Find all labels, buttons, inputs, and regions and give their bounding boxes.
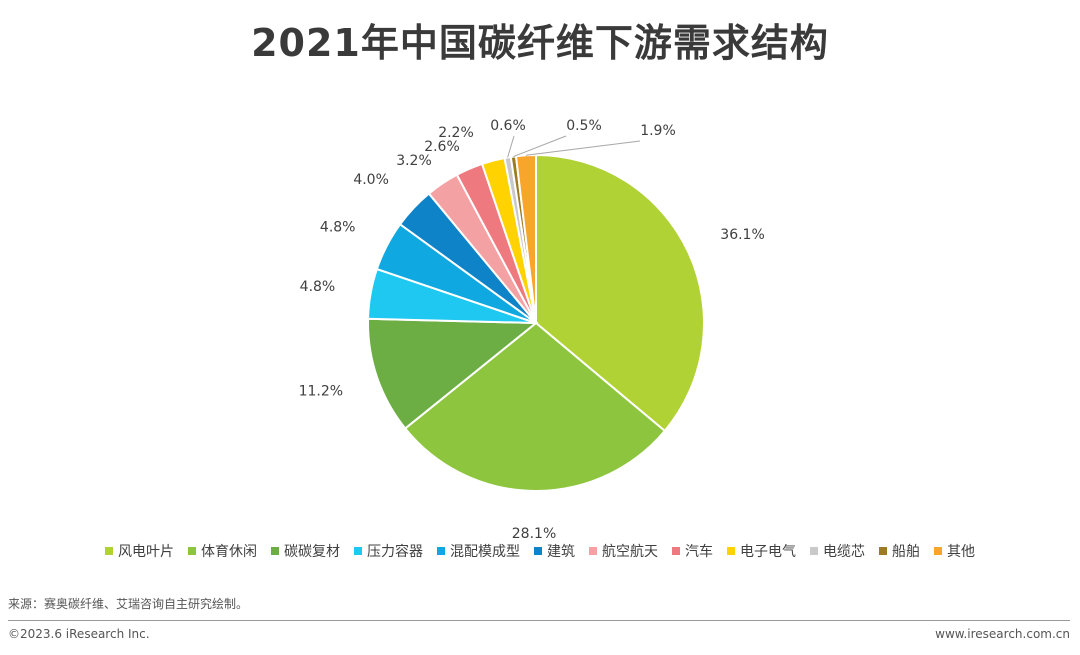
data-label-12: 1.9% [640,123,676,139]
pie-slice-1 [535,153,705,433]
legend-label: 船舶 [892,544,920,560]
source-note: 来源：赛奥碳纤维、艾瑞咨询自主研究绘制。 [8,597,249,611]
pie-slice-3 [367,317,539,430]
legend-swatch [879,547,887,555]
data-label-8: 2.6% [424,139,460,155]
legend-swatch [188,547,196,555]
chart-legend: 风电叶片 体育休闲 碳碳复材 压力容器 混配模成型 建筑 航空航天 汽车 电子电气 电缆芯 船舶 其他 [0,541,1080,561]
pie-slice-2 [403,321,667,492]
leader-lines [507,135,641,158]
legend-item: 碳碳复材 [271,541,340,561]
legend-label: 体育休闲 [201,544,257,560]
chart-title: 2021年中国碳纤维下游需求结构 [251,21,829,65]
legend-item: 建筑 [534,541,575,561]
leader-line-10 [507,135,515,158]
data-label-11: 0.5% [566,118,602,134]
legend-swatch [354,547,362,555]
legend-label: 电缆芯 [823,544,865,560]
legend-item: 船舶 [879,541,920,561]
data-label-5: 4.8% [320,219,356,235]
legend-swatch [810,547,818,555]
data-label-4: 4.8% [300,279,336,295]
legend-label: 混配模成型 [450,544,520,560]
legend-item: 其他 [934,541,975,561]
leader-line-11 [513,135,567,157]
data-label-7: 3.2% [396,153,432,169]
data-label-3: 11.2% [299,383,343,399]
legend-item: 汽车 [672,541,713,561]
data-label-2: 28.1% [512,526,556,540]
legend-item: 电缆芯 [810,541,865,561]
legend-item: 航空航天 [589,541,658,561]
legend-label: 其他 [947,544,975,560]
legend-item: 体育休闲 [188,541,257,561]
data-label-1: 36.1% [720,227,764,243]
legend-label: 压力容器 [367,544,423,560]
legend-label: 碳碳复材 [284,544,340,560]
legend-label: 建筑 [547,544,575,560]
copyright-text: ©2023.6 iResearch Inc. [8,627,150,641]
legend-label: 风电叶片 [118,544,174,560]
legend-label: 航空航天 [602,544,658,560]
data-label-6: 4.0% [353,172,389,188]
legend-swatch [589,547,597,555]
legend-swatch [672,547,680,555]
data-label-10: 0.6% [490,118,526,134]
legend-swatch [934,547,942,555]
legend-swatch [271,547,279,555]
legend-label: 电子电气 [740,544,796,560]
legend-swatch [437,547,445,555]
data-label-9: 2.2% [438,125,474,141]
footer-divider [8,620,1070,621]
legend-item: 风电叶片 [105,541,174,561]
legend-swatch [534,547,542,555]
leader-line-12 [525,140,641,156]
pie-slices [367,153,705,492]
website-link[interactable]: www.iresearch.com.cn [935,627,1070,641]
legend-item: 压力容器 [354,541,423,561]
legend-label: 汽车 [685,544,713,560]
pie-chart: 36.1% 28.1% 11.2% 4.8% 4.8% 4.0% 3.2%2.6%2.2% 0… [299,118,765,540]
legend-swatch [105,547,113,555]
legend-item: 混配模成型 [437,541,520,561]
legend-swatch [727,547,735,555]
legend-item: 电子电气 [727,541,796,561]
pie-labels: 36.1% 28.1% 11.2% 4.8% 4.8% 4.0% 3.2%2.6%2.2% 0… [299,118,765,540]
